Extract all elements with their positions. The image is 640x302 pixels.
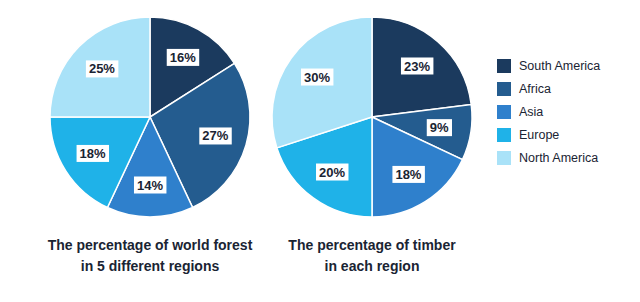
title-line: in 5 different regions — [81, 258, 220, 274]
chart-canvas: 16% 27% 14% 18% 25% The percentage of world f… — [0, 0, 640, 302]
title-line: in each region — [325, 258, 420, 274]
slices — [50, 17, 250, 217]
legend-entry: Europe — [497, 128, 559, 142]
label-box — [427, 119, 452, 136]
data-label: 18% — [395, 167, 421, 182]
legend-label: South America — [519, 59, 600, 73]
pie-slice — [50, 117, 150, 207]
data-label: 30% — [304, 70, 330, 85]
legend-swatch — [497, 59, 511, 73]
legend-swatch — [497, 151, 511, 165]
data-label: 16% — [170, 50, 196, 65]
legend-label: North America — [519, 151, 598, 165]
pie-slice — [372, 117, 462, 217]
data-label: 14% — [137, 178, 163, 193]
legend-entry: Asia — [497, 105, 543, 119]
data-label: 27% — [202, 128, 228, 143]
label-box — [77, 145, 109, 162]
label-box — [401, 57, 433, 74]
legend-entry: South America — [497, 59, 600, 73]
pie-chart: 16% 27% 14% 18% 25% — [50, 17, 250, 217]
slices — [272, 17, 472, 217]
pie-slice — [50, 17, 150, 117]
label-box — [134, 177, 166, 194]
legend-swatch — [497, 105, 511, 119]
data-labels: 16% 27% 14% 18% 25% — [77, 49, 232, 194]
chart-title: The percentage of world forest in 5 diffe… — [48, 237, 253, 274]
label-box — [301, 69, 333, 86]
legend-entry: Africa — [497, 82, 551, 96]
pie-slice — [372, 17, 471, 117]
legend-label: Europe — [519, 128, 559, 142]
legend-label: Asia — [519, 105, 543, 119]
legend-swatch — [497, 128, 511, 142]
chart-title: The percentage of timber in each region — [288, 237, 456, 274]
legend-swatch — [497, 82, 511, 96]
legend: South America Africa Asia Europe North Ameri… — [497, 59, 600, 165]
title-line: The percentage of world forest — [48, 237, 253, 253]
legend-entry: North America — [497, 151, 598, 165]
pie-slice — [272, 17, 372, 148]
label-box — [167, 49, 199, 66]
legend-label: Africa — [519, 82, 551, 96]
label-box — [86, 60, 118, 77]
data-label: 18% — [80, 146, 106, 161]
label-box — [392, 166, 424, 183]
label-box — [199, 127, 231, 144]
data-label: 20% — [319, 165, 345, 180]
data-labels: 23% 9% 18% 20% 30% — [301, 57, 452, 182]
data-label: 9% — [430, 120, 449, 135]
title-line: The percentage of timber — [288, 237, 456, 253]
data-label: 25% — [89, 61, 115, 76]
pie-chart: 23% 9% 18% 20% 30% — [272, 17, 472, 217]
label-box — [316, 164, 348, 181]
data-label: 23% — [404, 58, 430, 73]
